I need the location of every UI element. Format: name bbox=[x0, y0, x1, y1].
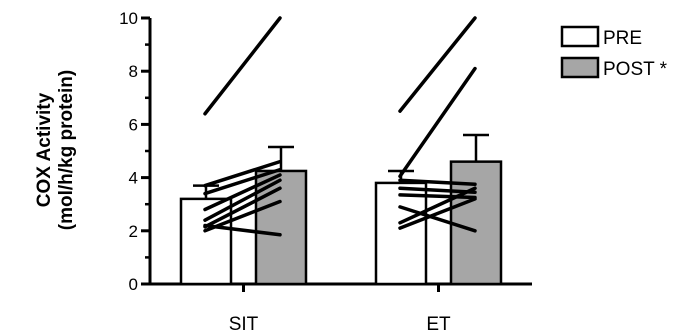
subject-line-et bbox=[398, 178, 477, 186]
subject-line-sit bbox=[203, 186, 282, 229]
subject-line-sit bbox=[203, 167, 282, 196]
individual-lines bbox=[203, 16, 477, 237]
legend: PRE POST * bbox=[560, 25, 668, 80]
y-tick-label: 2 bbox=[129, 222, 138, 241]
error-bars bbox=[193, 133, 489, 199]
legend-label-post: POST * bbox=[603, 59, 668, 80]
category-label-sit: SIT bbox=[229, 314, 259, 333]
subject-line-et bbox=[398, 193, 477, 200]
y-tick-label: 4 bbox=[129, 169, 138, 188]
y-axis-title-line1: COX Activity bbox=[34, 92, 55, 207]
bar-pre-et bbox=[374, 181, 428, 286]
category-labels: SIT ET bbox=[229, 314, 451, 333]
y-tick-label: 10 bbox=[119, 9, 138, 28]
subject-line-et bbox=[398, 197, 477, 230]
legend-swatch-post bbox=[560, 56, 600, 79]
y-axis-title: COX Activity (mol/h/kg protein) bbox=[34, 70, 77, 230]
subject-line-sit bbox=[203, 16, 282, 116]
subject-line-sit bbox=[203, 173, 282, 212]
bar-pre-sit bbox=[179, 197, 233, 286]
y-axis-title-line2: (mol/h/kg protein) bbox=[56, 70, 77, 230]
legend-swatch-pre bbox=[560, 25, 600, 48]
subject-line-sit bbox=[203, 223, 282, 237]
bar-post-et bbox=[449, 160, 503, 286]
y-tick-label: 6 bbox=[129, 115, 138, 134]
subject-line-et bbox=[398, 186, 477, 194]
y-tick-label: 0 bbox=[129, 275, 138, 294]
legend-label-pre: PRE bbox=[603, 28, 642, 49]
subject-line-et bbox=[398, 16, 477, 113]
category-label-et: ET bbox=[426, 314, 451, 333]
subject-line-et bbox=[398, 186, 477, 225]
subject-line-et bbox=[398, 66, 477, 179]
subject-line-sit bbox=[203, 159, 282, 188]
y-tick-label: 8 bbox=[129, 62, 138, 81]
subject-line-et bbox=[398, 205, 477, 233]
subject-line-sit bbox=[203, 178, 282, 222]
